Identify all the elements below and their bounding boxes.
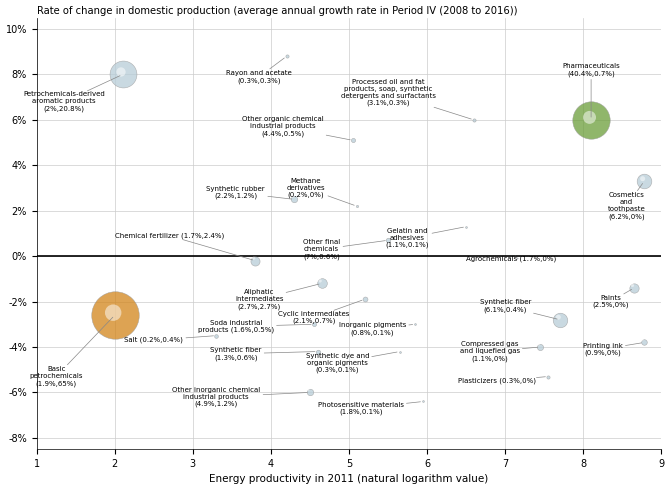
- Text: Methane
derivatives
(0.2%,0%): Methane derivatives (0.2%,0%): [287, 178, 354, 205]
- Point: [307, 318, 318, 326]
- Point: [395, 347, 405, 355]
- Point: [409, 318, 419, 326]
- Point: [627, 281, 638, 289]
- Point: [416, 395, 427, 403]
- Text: Cyclic intermediates
(2.1%,0.7%): Cyclic intermediates (2.1%,0.7%): [278, 300, 362, 324]
- Point: [249, 254, 259, 262]
- Point: [468, 116, 479, 124]
- X-axis label: Energy productivity in 2011 (natural logarithm value): Energy productivity in 2011 (natural log…: [210, 474, 488, 485]
- Text: Chemical fertilizer (1.7%,2.4%): Chemical fertilizer (1.7%,2.4%): [115, 232, 253, 260]
- Text: Cosmetics
and
toothpaste
(6.2%,0%): Cosmetics and toothpaste (6.2%,0%): [608, 183, 645, 220]
- Point: [410, 320, 421, 328]
- Text: Other final
chemicals
(7%,0.6%): Other final chemicals (7%,0.6%): [303, 239, 385, 260]
- Point: [461, 223, 472, 231]
- Point: [541, 370, 552, 378]
- Text: Other inorganic chemical
industrial products
(4.9%,1.2%): Other inorganic chemical industrial prod…: [172, 387, 308, 407]
- Text: Inorganic pigments
(0.8%,0.1%): Inorganic pigments (0.8%,0.1%): [339, 322, 413, 336]
- Text: Synthetic fiber
(1.3%,0.6%): Synthetic fiber (1.3%,0.6%): [210, 347, 315, 361]
- Point: [209, 329, 220, 337]
- Point: [312, 347, 323, 355]
- Point: [512, 254, 523, 262]
- Point: [358, 293, 369, 301]
- Point: [418, 397, 429, 405]
- Text: Salt (0.2%,0.4%): Salt (0.2%,0.4%): [125, 336, 214, 343]
- Point: [287, 193, 298, 201]
- Text: Gelatin and
adhesives
(1.1%,0.1%): Gelatin and adhesives (1.1%,0.1%): [386, 227, 464, 248]
- Point: [117, 71, 128, 78]
- Text: Agrochemicals (1.7%,0%): Agrochemicals (1.7%,0%): [466, 255, 556, 262]
- Point: [116, 68, 127, 76]
- Point: [279, 50, 290, 58]
- Text: Plasticizers (0.3%,0%): Plasticizers (0.3%,0%): [458, 377, 545, 384]
- Point: [109, 311, 120, 319]
- Point: [211, 332, 222, 340]
- Point: [350, 200, 360, 208]
- Point: [303, 386, 314, 394]
- Point: [346, 134, 356, 142]
- Point: [352, 202, 362, 210]
- Text: Other organic chemical
industrial products
(4.4%,0.5%): Other organic chemical industrial produc…: [242, 117, 350, 140]
- Text: Petrochemicals-derived
aromatic products
(2%,20.8%): Petrochemicals-derived aromatic products…: [23, 75, 120, 112]
- Point: [281, 52, 292, 60]
- Point: [533, 341, 544, 348]
- Point: [348, 136, 358, 144]
- Point: [584, 114, 595, 122]
- Text: Aliphatic
intermediates
(2.7%,2.7%): Aliphatic intermediates (2.7%,2.7%): [235, 284, 319, 310]
- Text: Rate of change in domestic production (average annual growth rate in Period IV (: Rate of change in domestic production (a…: [37, 5, 517, 16]
- Point: [316, 279, 327, 287]
- Point: [459, 220, 470, 228]
- Point: [637, 175, 648, 183]
- Point: [381, 234, 392, 242]
- Point: [108, 309, 119, 317]
- Text: Soda industrial
products (1.6%,0.5%): Soda industrial products (1.6%,0.5%): [198, 320, 311, 333]
- Text: Printing ink
(0.9%,0%): Printing ink (0.9%,0%): [583, 343, 641, 356]
- Point: [628, 284, 639, 292]
- Point: [637, 336, 648, 344]
- Point: [586, 116, 596, 124]
- Point: [311, 345, 322, 353]
- Point: [510, 252, 521, 260]
- Point: [305, 389, 316, 396]
- Point: [555, 316, 565, 324]
- Point: [308, 320, 319, 328]
- Point: [289, 196, 299, 203]
- Text: Basic
petrochemicals
(1.9%,65%): Basic petrochemicals (1.9%,65%): [29, 317, 113, 387]
- Point: [639, 339, 649, 346]
- Text: Pharmaceuticals
(40.4%,0.7%): Pharmaceuticals (40.4%,0.7%): [562, 63, 620, 117]
- Text: Synthetic fiber
(6.1%,0.4%): Synthetic fiber (6.1%,0.4%): [480, 299, 557, 319]
- Point: [383, 236, 393, 244]
- Point: [467, 114, 478, 122]
- Text: Photosensitive materials
(1.8%,0.1%): Photosensitive materials (1.8%,0.1%): [318, 401, 421, 415]
- Text: Synthetic dye and
organic pigments
(0.3%,0.1%): Synthetic dye and organic pigments (0.3%…: [306, 352, 397, 373]
- Point: [250, 257, 261, 265]
- Point: [393, 345, 403, 353]
- Text: Rayon and acetate
(0.3%,0.3%): Rayon and acetate (0.3%,0.3%): [226, 58, 292, 83]
- Point: [359, 295, 370, 303]
- Text: Processed oil and fat
products, soap, synthetic
detergents and surfactants
(3.1%: Processed oil and fat products, soap, sy…: [340, 79, 471, 119]
- Text: Compressed gas
and liquefied gas
(1.1%,0%): Compressed gas and liquefied gas (1.1%,0…: [460, 341, 537, 362]
- Point: [535, 343, 545, 351]
- Text: Synthetic rubber
(2.2%,1.2%): Synthetic rubber (2.2%,1.2%): [206, 186, 291, 199]
- Point: [315, 277, 326, 285]
- Point: [639, 177, 649, 185]
- Text: Paints
(2.5%,0%): Paints (2.5%,0%): [592, 289, 632, 308]
- Point: [543, 372, 553, 380]
- Point: [553, 313, 563, 321]
